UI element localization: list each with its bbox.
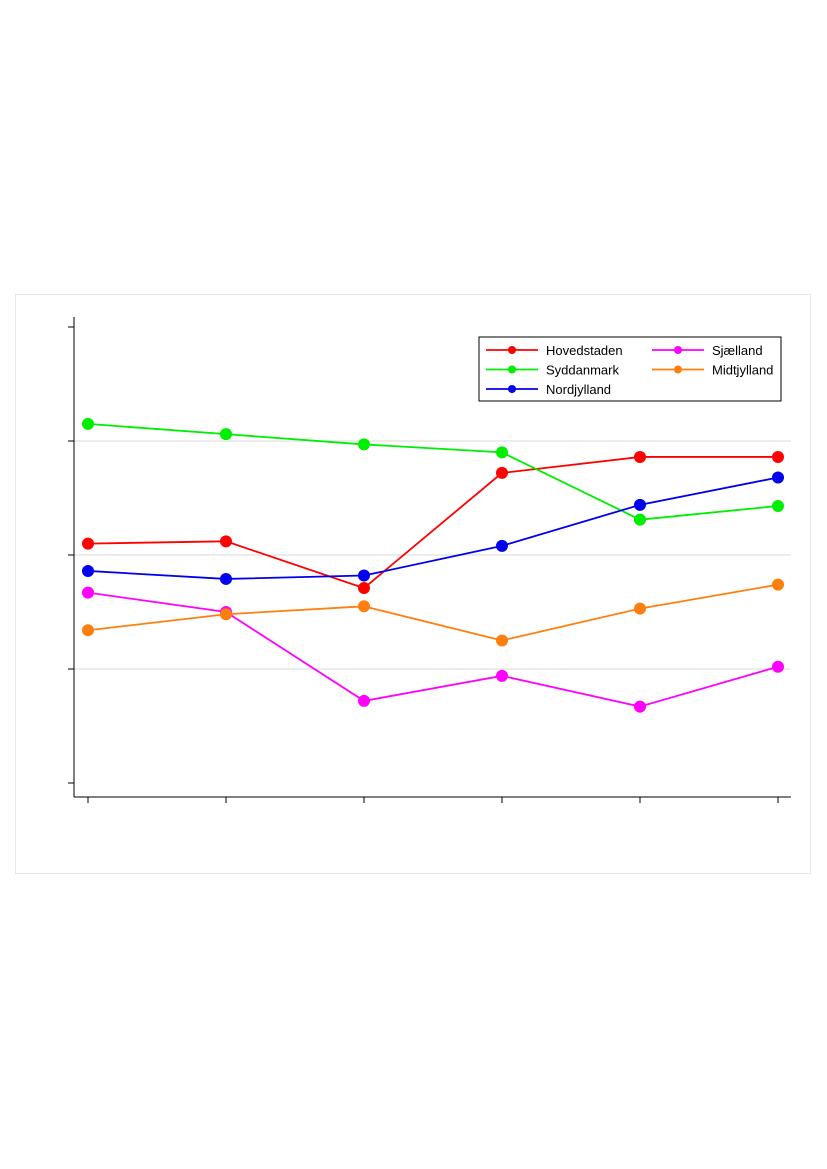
data-point	[772, 499, 784, 512]
data-point	[82, 624, 94, 637]
data-point	[220, 428, 232, 441]
data-point	[772, 450, 784, 463]
legend-label: Sjælland	[712, 343, 763, 358]
data-point	[634, 513, 646, 526]
chart-frame: Hovedstaden Syddanmark Nordjylland Sjælland…	[15, 294, 811, 874]
legend-swatch-marker	[674, 346, 682, 354]
data-point	[634, 602, 646, 615]
data-point	[358, 438, 370, 451]
data-point	[82, 586, 94, 599]
series-line	[87, 476, 779, 580]
legend-entry: Syddanmark	[486, 363, 619, 378]
data-point	[772, 660, 784, 673]
data-point	[634, 498, 646, 511]
legend-label: Syddanmark	[546, 363, 619, 378]
series-midtjylland	[82, 578, 784, 647]
legend-swatch-marker	[508, 346, 516, 354]
data-point	[358, 600, 370, 613]
series-sjælland	[82, 586, 784, 713]
grid-lines	[74, 440, 791, 670]
axes	[68, 317, 791, 803]
legend: Hovedstaden Syddanmark Nordjylland Sjælland…	[478, 336, 782, 402]
legend-entry: Sjælland	[652, 343, 763, 358]
legend-label: Nordjylland	[546, 382, 611, 397]
data-point	[82, 564, 94, 577]
data-point	[496, 466, 508, 479]
line-chart: Hovedstaden Syddanmark Nordjylland Sjælland…	[68, 317, 791, 803]
data-point	[496, 669, 508, 682]
series-line	[87, 456, 778, 590]
series-line	[87, 423, 779, 521]
data-point	[82, 417, 94, 430]
series-nordjylland	[82, 471, 784, 585]
series-line	[87, 583, 779, 642]
series-syddanmark	[82, 417, 784, 526]
legend-swatch-marker	[674, 365, 682, 374]
data-point	[772, 471, 784, 484]
data-point	[496, 539, 508, 552]
series-hovedstaden	[82, 450, 784, 595]
data-point	[496, 634, 508, 647]
data-point	[358, 582, 370, 595]
series-line	[87, 591, 779, 708]
data-point	[220, 608, 232, 621]
legend-label: Hovedstaden	[546, 343, 623, 358]
legend-entry: Hovedstaden	[486, 343, 623, 358]
data-point	[358, 694, 370, 707]
legend-swatch-marker	[508, 365, 516, 374]
data-point	[634, 450, 646, 463]
legend-entry: Nordjylland	[486, 382, 611, 397]
legend-swatch-marker	[508, 385, 516, 393]
data-point	[772, 578, 784, 591]
data-point	[220, 535, 232, 548]
data-point	[634, 700, 646, 713]
data-point	[496, 446, 508, 459]
series-lines	[82, 417, 784, 713]
data-point	[82, 537, 94, 550]
legend-entry: Midtjylland	[652, 363, 773, 378]
data-point	[220, 572, 232, 585]
legend-label: Midtjylland	[712, 363, 773, 378]
data-point	[358, 569, 370, 582]
